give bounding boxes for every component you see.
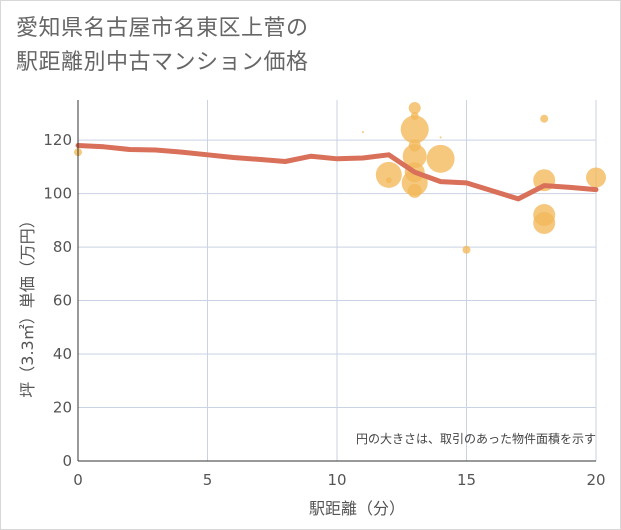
x-tick-label: 0 [73, 471, 83, 489]
tick-labels: 0 5 10 15 20 0 20 40 60 80 100 120 [43, 131, 605, 489]
data-bubble [439, 136, 442, 139]
data-bubble [407, 183, 422, 198]
size-note: 円の大きさは、取引のあった物件面積を示す [356, 431, 596, 446]
bubble-layer [74, 102, 606, 254]
x-tick-label: 20 [586, 471, 605, 489]
y-tick-label: 80 [53, 238, 72, 256]
data-bubble [586, 167, 606, 188]
y-tick-label: 100 [43, 185, 72, 203]
data-bubble [361, 131, 364, 134]
x-tick-label: 5 [203, 471, 213, 489]
trend-line-layer [75, 143, 599, 202]
y-tick-label: 60 [53, 292, 72, 310]
data-bubble [375, 161, 402, 188]
y-tick-label: 120 [43, 131, 72, 149]
data-bubble [408, 102, 421, 115]
data-bubble [462, 245, 471, 254]
chart-title: 愛知県名古屋市名東区上菅の 駅距離別中古マンション価格 [16, 12, 309, 80]
x-tick-label: 15 [457, 471, 476, 489]
axes [77, 100, 596, 462]
trend-line [75, 143, 599, 202]
grid-lines [77, 100, 597, 462]
data-bubble [402, 144, 427, 169]
y-axis-title: 坪（3.3㎡）単価（万円） [18, 212, 37, 397]
data-bubble [400, 115, 429, 144]
x-axis-title: 駅距離（分） [309, 499, 405, 518]
y-tick-label: 0 [62, 452, 72, 470]
data-bubble [533, 212, 556, 235]
y-tick-label: 20 [53, 399, 72, 417]
x-tick-label: 10 [327, 471, 346, 489]
y-tick-label: 40 [53, 345, 72, 363]
chart-title-line1: 愛知県名古屋市名東区上菅の [16, 16, 309, 41]
chart-title-line2: 駅距離別中古マンション価格 [16, 50, 309, 75]
data-bubble [426, 144, 455, 173]
data-bubble [385, 177, 392, 184]
data-bubble [540, 114, 549, 123]
